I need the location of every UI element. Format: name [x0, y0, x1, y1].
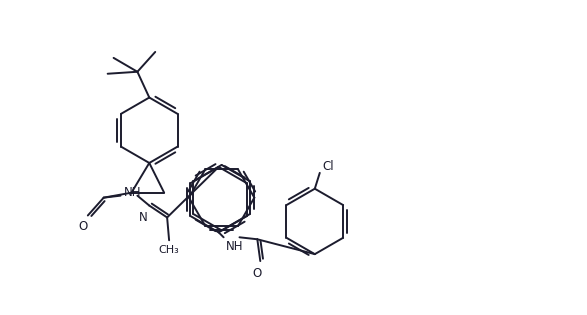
Text: NH: NH	[123, 186, 141, 199]
Text: N: N	[139, 210, 147, 224]
Text: NH: NH	[225, 240, 243, 253]
Text: CH₃: CH₃	[158, 245, 180, 255]
Text: O: O	[252, 267, 262, 280]
Text: Cl: Cl	[323, 160, 335, 174]
Text: O: O	[78, 220, 87, 233]
